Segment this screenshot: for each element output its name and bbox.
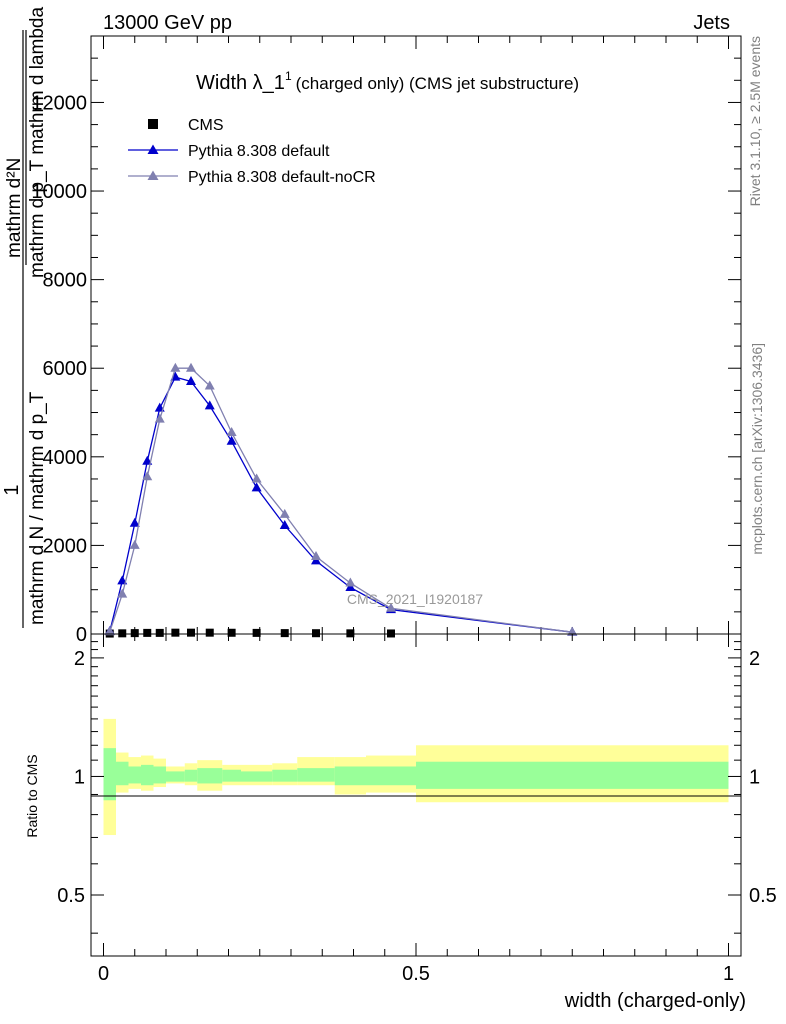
ylabel-denominator-top: mathrm d p_T mathrm d lambda xyxy=(27,7,48,278)
default-data-point xyxy=(251,482,262,492)
legend-marker-default xyxy=(147,144,159,154)
nocr-data-point xyxy=(129,539,140,549)
cms-data-point xyxy=(118,629,127,638)
nocr-series-line xyxy=(109,367,573,633)
ylabel-one: 1 xyxy=(1,484,23,495)
ratio-band-inner xyxy=(366,766,416,786)
cms-data-point xyxy=(171,628,180,637)
ratio-band-inner xyxy=(116,761,129,786)
main-ytick-label: 2000 xyxy=(43,535,88,557)
ratio-band-inner xyxy=(241,771,273,782)
nocr-data-point xyxy=(311,550,321,560)
main-ticks: 0 2000 4000 6000 8000 10000 12000 xyxy=(31,36,741,646)
default-data-point xyxy=(226,435,237,445)
nocr-data-point xyxy=(345,577,356,587)
cms-data-point xyxy=(143,628,152,637)
x-axis-label: width (charged-only) xyxy=(564,990,746,1012)
ratio-ytick-label: 0.5 xyxy=(57,885,85,907)
ratio-band-inner xyxy=(272,769,298,782)
ratio-band-inner xyxy=(184,769,198,782)
ratio-band-inner xyxy=(222,769,241,782)
main-ylabel: 1 mathrm d N / mathrm d p_T mathrm d²N m… xyxy=(1,7,48,628)
main-ytick-label: 10000 xyxy=(31,181,87,203)
default-data-point xyxy=(186,376,196,386)
ratio-band-inner xyxy=(297,768,335,782)
default-data-point xyxy=(129,517,140,527)
cms-data-point xyxy=(387,629,395,638)
watermark: CMS_2021_I1920187 xyxy=(347,591,483,607)
ratio-band-inner xyxy=(197,768,223,784)
nocr-data-point xyxy=(567,626,578,636)
header-left: 13000 GeV pp xyxy=(103,12,232,34)
nocr-data-point xyxy=(226,426,237,436)
rivet-label: Rivet 3.1.10, ≥ 2.5M events xyxy=(747,36,763,206)
mcplots-label: mcplots.cern.ch [arXiv:1306.3436] xyxy=(749,343,765,555)
main-title: Width λ_11 (charged only) (CMS jet substr… xyxy=(196,69,579,94)
legend-label-default: Pythia 8.308 default xyxy=(188,143,330,160)
ylabel-numerator: mathrm d²N xyxy=(4,158,25,258)
default-data-point xyxy=(279,519,290,529)
ratio-band-inner xyxy=(141,764,154,786)
cms-data-point xyxy=(312,629,320,638)
default-series-line xyxy=(109,376,573,633)
title-suffix: (charged only) (CMS jet substructure) xyxy=(296,74,579,93)
ratio-band-inner xyxy=(153,766,166,784)
title-sup: 1 xyxy=(285,69,292,83)
ratio-ytick-label-right: 1 xyxy=(749,766,760,788)
main-ytick-label: 0 xyxy=(76,624,87,646)
nocr-data-point xyxy=(170,362,181,372)
header-right: Jets xyxy=(693,12,730,34)
cms-data-point xyxy=(187,628,195,637)
default-data-point xyxy=(204,400,215,410)
cms-data-point xyxy=(130,629,139,638)
ratio-bands xyxy=(103,718,729,836)
cms-data-point xyxy=(205,628,214,637)
legend-marker-nocr xyxy=(147,170,159,180)
ratio-band-inner xyxy=(166,771,185,782)
ratio-ylabel: Ratio to CMS xyxy=(24,754,40,837)
main-ytick-label: 6000 xyxy=(43,358,88,380)
legend-label-nocr: Pythia 8.308 default-noCR xyxy=(188,169,376,186)
ylabel-fraction-bottom: mathrm d N / mathrm d p_T xyxy=(27,391,48,625)
ratio-band-inner xyxy=(128,766,141,784)
nocr-data-point xyxy=(204,380,215,390)
ratio-ytick-label-right: 2 xyxy=(749,648,760,670)
nocr-data-point xyxy=(279,508,290,518)
ratio-ytick-label: 2 xyxy=(74,648,85,670)
x-tick-label: 0.5 xyxy=(402,963,430,985)
ratio-plot: 0.5 0.5 1 1 2 2 Ratio to CMS xyxy=(24,633,777,957)
ratio-band-inner xyxy=(103,748,116,801)
main-ytick-label: 12000 xyxy=(31,92,87,114)
legend-label-cms: CMS xyxy=(188,117,224,134)
cms-data-point xyxy=(252,628,261,637)
ratio-ticks: 0.5 0.5 1 1 2 2 xyxy=(57,634,777,956)
cms-data-point xyxy=(155,628,164,637)
legend-marker-cms xyxy=(148,119,158,129)
x-axis: 0 0.5 1 xyxy=(98,963,734,985)
nocr-data-point xyxy=(251,473,262,483)
nocr-data-point xyxy=(142,471,153,481)
ratio-ytick-label: 1 xyxy=(74,766,85,788)
cms-data-point xyxy=(280,629,289,638)
legend: CMS Pythia 8.308 default Pythia 8.308 de… xyxy=(128,117,376,186)
main-plot: 0 2000 4000 6000 8000 10000 12000 CMS_2021_I19… xyxy=(31,35,742,646)
nocr-data-point xyxy=(104,626,115,636)
nocr-data-point xyxy=(186,362,196,372)
cms-data-point xyxy=(346,629,355,638)
x-tick-label: 1 xyxy=(723,963,734,985)
nocr-data-point xyxy=(117,588,128,598)
title-prefix: Width λ_1 xyxy=(196,72,285,94)
nocr-data-point xyxy=(386,602,396,612)
nocr-data-point xyxy=(154,413,165,423)
cms-data-point xyxy=(227,628,236,637)
main-series xyxy=(104,362,578,638)
ratio-band-inner xyxy=(334,766,366,786)
main-ytick-label: 4000 xyxy=(43,447,88,469)
ratio-band-inner xyxy=(416,761,729,789)
main-ytick-label: 8000 xyxy=(43,270,88,292)
ratio-ytick-label-right: 0.5 xyxy=(749,885,777,907)
x-tick-label: 0 xyxy=(98,963,109,985)
